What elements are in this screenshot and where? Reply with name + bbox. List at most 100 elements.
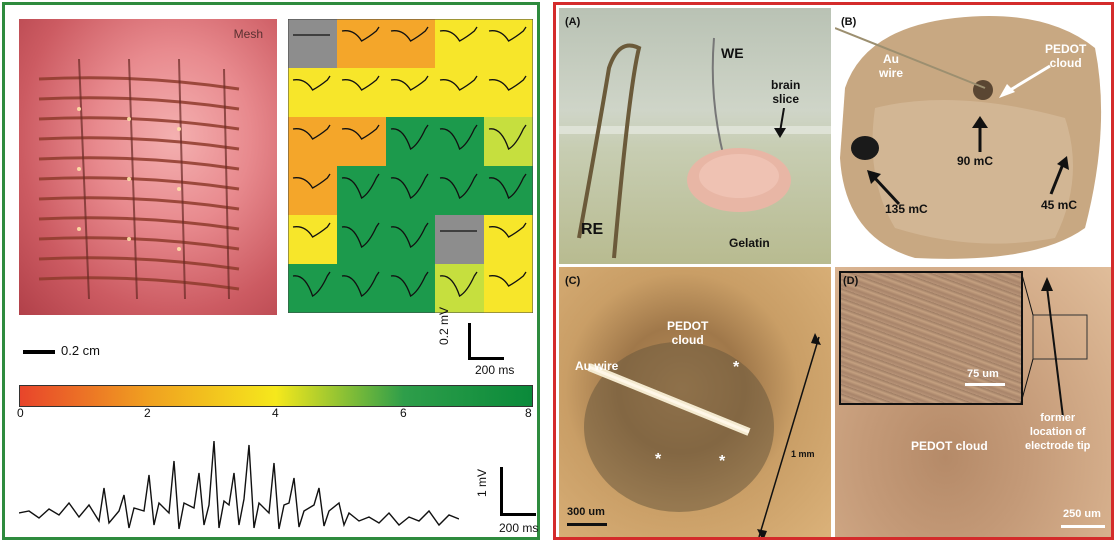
grid-cell	[484, 264, 533, 313]
grid-cell	[288, 117, 337, 166]
photo-d: (D) 75 um PEDOT cloud former location of…	[835, 267, 1111, 537]
grid-trace	[488, 75, 527, 91]
photo-b-illustration	[835, 16, 1102, 259]
photo-a-illustration	[559, 37, 831, 259]
grid-trace	[341, 124, 380, 140]
grid-cell	[337, 19, 386, 68]
left-figure-panel: Mesh 0.2 cm 0.2 mV 200 ms 0 2 4 6 8 1 mV…	[2, 2, 540, 540]
photo-d-lines	[1020, 270, 1088, 418]
grid-cell	[484, 166, 533, 215]
grid-trace	[488, 222, 527, 238]
grid-trace	[439, 75, 478, 91]
arrow-90mc-icon	[972, 116, 988, 152]
grid-trace	[439, 173, 478, 199]
label-c-au-wire: Au wire	[575, 359, 619, 373]
inset-scale-bar	[965, 383, 1005, 386]
label-b-au-wire: Au wire	[879, 52, 904, 80]
grid-trace	[488, 173, 527, 199]
grid-cell	[337, 166, 386, 215]
tag-d: (D)	[843, 275, 859, 287]
mesh-electrodes	[38, 58, 240, 300]
grid-trace	[292, 271, 331, 297]
grid-trace	[488, 124, 527, 150]
right-figure-panel: (A) WE brain slice RE Gelatin (B) Au wir…	[553, 2, 1114, 540]
grid-cell	[435, 264, 484, 313]
tag-b: (B)	[841, 16, 857, 28]
grid-trace	[292, 124, 331, 140]
label-former-location: former location of electrode tip	[1025, 412, 1091, 452]
grid-scale-bar	[464, 323, 504, 361]
scale-bar	[23, 350, 55, 354]
inset-d	[839, 271, 1023, 405]
grid-trace	[341, 75, 380, 91]
arrow-brain-slice-icon	[774, 108, 786, 138]
grid-cell	[337, 264, 386, 313]
grid-trace	[488, 271, 527, 287]
label-135mc: 135 mC	[885, 202, 928, 216]
arrow-45mc-icon	[1049, 156, 1069, 195]
star-2: *	[655, 451, 662, 468]
grid-cell	[337, 68, 386, 117]
grid-trace	[488, 26, 527, 42]
grid-trace	[341, 26, 380, 42]
arrow-pedot-icon	[999, 64, 1051, 98]
scale-bar-label: 0.2 cm	[61, 343, 101, 358]
label-brain-slice: brain slice	[771, 78, 801, 106]
grid-trace	[390, 124, 429, 150]
voltage-grid	[287, 18, 534, 314]
grid-cell	[288, 68, 337, 117]
grid-cell	[435, 166, 484, 215]
grid-cell	[386, 19, 435, 68]
grid-cell	[288, 264, 337, 313]
grid-trace	[341, 173, 380, 199]
colorbar-tick-4: 4	[272, 406, 279, 420]
grid-trace	[341, 271, 380, 297]
grid-cell	[484, 117, 533, 166]
colorbar-tick-6: 6	[400, 406, 407, 420]
mesh-label: Mesh	[233, 27, 263, 41]
grid-scale-time: 200 ms	[475, 363, 515, 377]
grid-trace	[439, 124, 478, 150]
colorbar-tick-8: 8	[525, 406, 532, 420]
label-c-pedot-cloud: PEDOT cloud	[667, 319, 709, 347]
photo-c: (C) PEDOT cloud Au wire * * * 1 mm 300 u…	[559, 267, 831, 537]
colorbar	[19, 385, 533, 407]
trace-scale-time: 200 ms	[499, 521, 539, 535]
grid-cell	[484, 68, 533, 117]
grid-trace	[439, 26, 478, 42]
label-re: RE	[581, 221, 604, 238]
trace-scale-voltage: 1 mV	[475, 468, 489, 497]
grid-trace	[390, 173, 429, 199]
label-1mm: 1 mm	[791, 449, 815, 459]
mesh-photo: Mesh	[19, 19, 277, 315]
tag-a: (A)	[565, 16, 581, 28]
trace-scale-bar	[496, 467, 536, 517]
grid-cell	[288, 19, 337, 68]
grid-cell	[337, 215, 386, 264]
label-90mc: 90 mC	[957, 154, 994, 168]
voltage-trace	[19, 440, 459, 530]
grid-cell	[386, 117, 435, 166]
grid-cell	[386, 264, 435, 313]
colorbar-tick-2: 2	[144, 406, 151, 420]
grid-cell	[435, 215, 484, 264]
tag-c: (C)	[565, 275, 581, 287]
grid-trace	[341, 222, 380, 248]
label-gelatin: Gelatin	[729, 236, 770, 250]
grid-cell	[288, 215, 337, 264]
grid-trace	[292, 222, 331, 238]
grid-cell	[435, 117, 484, 166]
colorbar-tick-0: 0	[17, 406, 24, 420]
colorbar-ticks: 0 2 4 6 8	[17, 406, 533, 426]
grid-trace	[390, 26, 429, 42]
scale-bar-d	[1061, 525, 1105, 528]
grid-cell	[386, 215, 435, 264]
voltage-grid-svg	[287, 18, 534, 314]
grid-trace	[390, 75, 429, 91]
grid-trace	[390, 271, 429, 297]
grid-trace	[439, 271, 478, 297]
star-3: *	[719, 453, 726, 470]
label-45mc: 45 mC	[1041, 198, 1078, 212]
photo-a: (A) WE brain slice RE Gelatin	[559, 8, 831, 264]
label-d-pedot-cloud: PEDOT cloud	[911, 439, 988, 453]
